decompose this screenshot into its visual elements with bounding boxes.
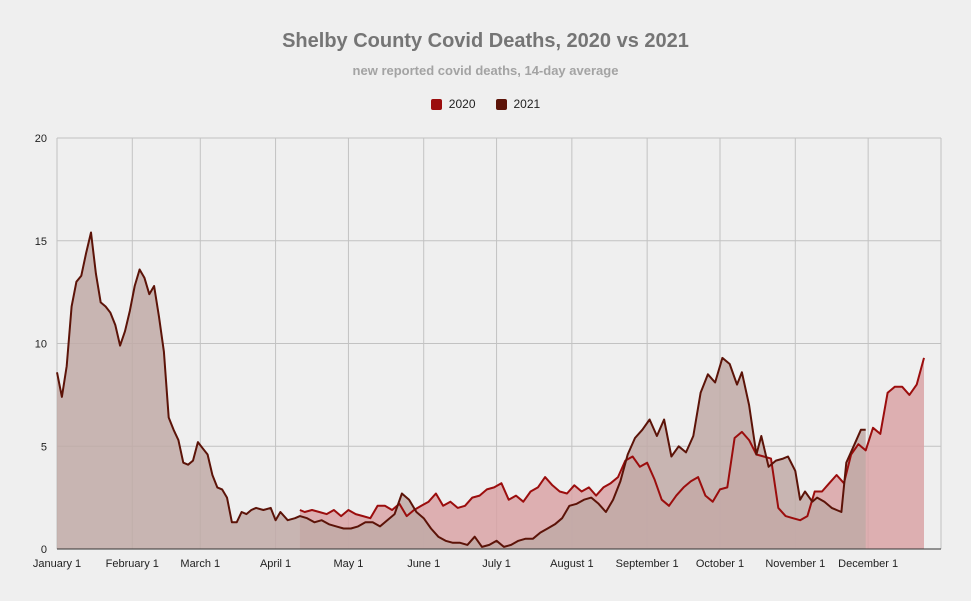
x-tick-label: July 1	[482, 558, 511, 570]
legend-swatch-2020	[430, 98, 442, 110]
x-tick-label: September 1	[616, 558, 679, 570]
y-tick-label: 0	[41, 544, 47, 556]
x-tick-label: January 1	[33, 558, 81, 570]
x-tick-label: February 1	[106, 558, 159, 570]
x-tick-label: August 1	[550, 558, 593, 570]
x-tick-label: December 1	[838, 558, 898, 570]
x-tick-label: October 1	[696, 558, 744, 570]
chart-subtitle: new reported covid deaths, 14-day averag…	[352, 63, 619, 78]
y-tick-label: 15	[35, 236, 47, 248]
series-line-2020	[299, 357, 925, 522]
y-tick-label: 10	[35, 339, 47, 351]
x-tick-label: April 1	[260, 558, 291, 570]
x-tick-label: November 1	[765, 558, 825, 570]
series-line-2021	[56, 231, 866, 548]
x-tick-label: March 1	[180, 558, 220, 570]
x-tick-label: May 1	[333, 558, 363, 570]
legend-label-2020: 2020	[448, 97, 476, 111]
chart-title: Shelby County Covid Deaths, 2020 vs 2021	[282, 30, 689, 52]
legend-label-2021: 2021	[513, 97, 541, 111]
legend-item-2021[interactable]: 2021	[495, 97, 541, 111]
x-tick-label: June 1	[407, 558, 440, 570]
y-tick-label: 5	[41, 441, 47, 453]
legend-item-2020[interactable]: 2020	[430, 97, 476, 111]
legend-swatch-2021	[495, 98, 507, 110]
legend: 2020 2021	[0, 97, 971, 111]
y-tick-label: 20	[35, 133, 47, 145]
series-area-2021	[57, 232, 866, 549]
